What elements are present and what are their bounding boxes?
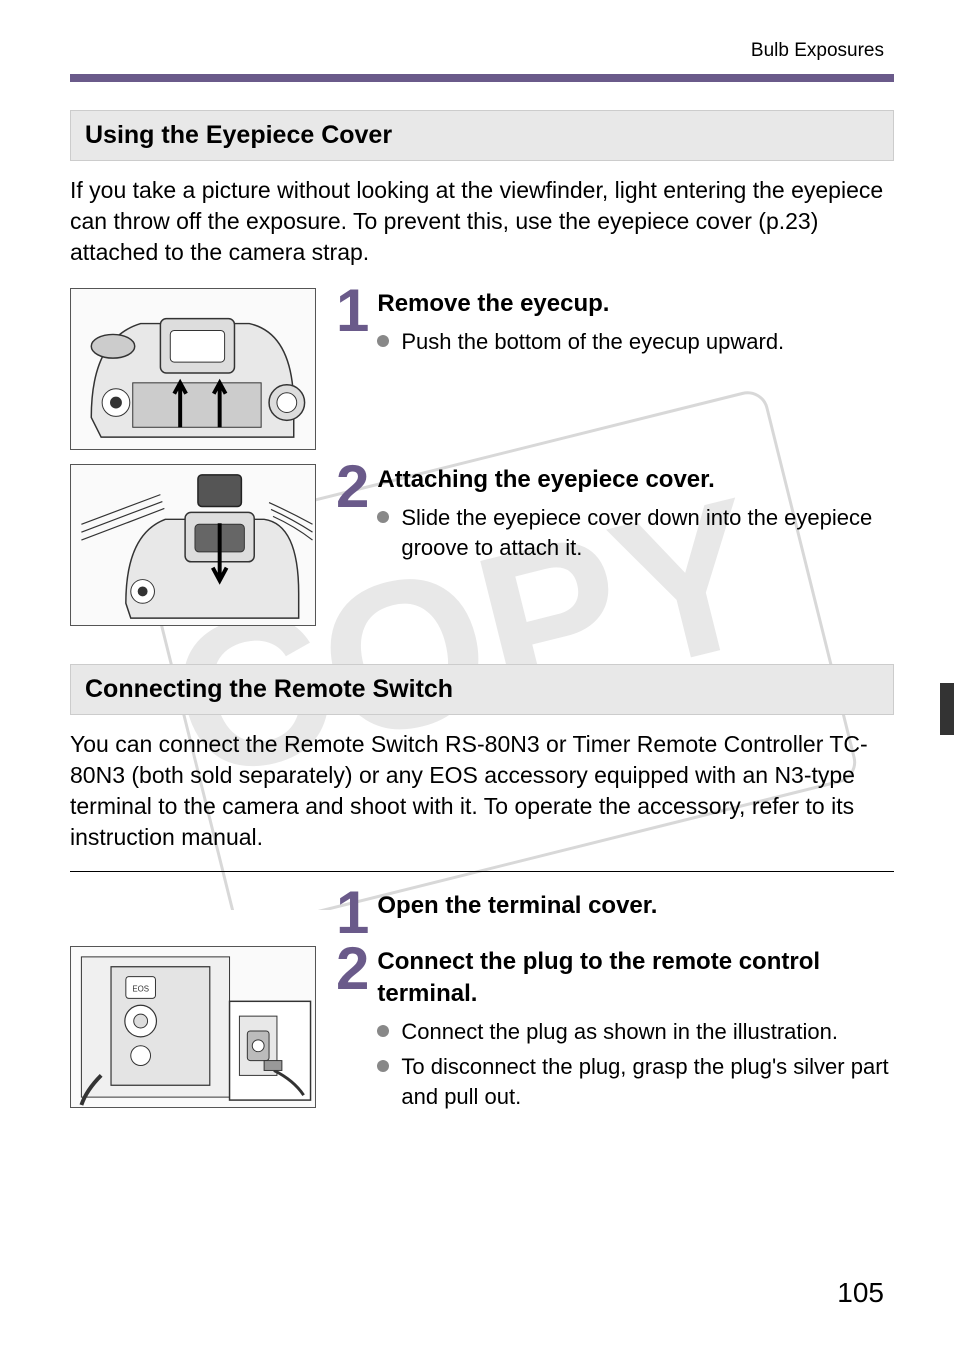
- illustration-attach-cover: [70, 464, 316, 626]
- page-number: 105: [837, 1277, 884, 1309]
- bullet-text: Slide the eyepiece cover down into the e…: [401, 503, 894, 562]
- step-number: 2: [336, 942, 369, 996]
- step-number: 1: [336, 886, 369, 940]
- step-number: 2: [336, 460, 369, 514]
- step-row: 2 Attaching the eyepiece cover. Slide th…: [70, 464, 894, 626]
- bullet-dot-icon: [377, 511, 389, 523]
- step-row: EOS 2 Connect the plug to the remote con…: [70, 946, 894, 1117]
- step-heading: Attaching the eyepiece cover.: [377, 464, 894, 495]
- bullet-dot-icon: [377, 335, 389, 347]
- illustration-connect-plug: EOS: [70, 946, 316, 1108]
- step-heading: Connect the plug to the remote control t…: [377, 946, 894, 1008]
- section2-intro: You can connect the Remote Switch RS-80N…: [70, 729, 894, 872]
- section-title-remote: Connecting the Remote Switch: [70, 664, 894, 715]
- illustration-remove-eyecup: [70, 288, 316, 450]
- bullet-text: To disconnect the plug, grasp the plug's…: [401, 1052, 894, 1111]
- bullet-dot-icon: [377, 1060, 389, 1072]
- step-number: 1: [336, 284, 369, 338]
- step-heading: Remove the eyecup.: [377, 288, 894, 319]
- bullet-item: Push the bottom of the eyecup upward.: [377, 327, 894, 357]
- section-title-eyepiece: Using the Eyepiece Cover: [70, 110, 894, 161]
- bullet-text: Push the bottom of the eyecup upward.: [401, 327, 784, 357]
- header-breadcrumb: Bulb Exposures: [70, 40, 894, 62]
- step-heading: Open the terminal cover.: [377, 890, 894, 921]
- header-divider-bar: [70, 74, 894, 82]
- bullet-text: Connect the plug as shown in the illustr…: [401, 1017, 838, 1047]
- bullet-item: To disconnect the plug, grasp the plug's…: [377, 1052, 894, 1111]
- bullet-dot-icon: [377, 1025, 389, 1037]
- step-row: 1 Remove the eyecup. Push the bottom of …: [70, 288, 894, 450]
- bullet-item: Connect the plug as shown in the illustr…: [377, 1017, 894, 1047]
- section1-intro: If you take a picture without looking at…: [70, 175, 894, 268]
- svg-text:EOS: EOS: [132, 985, 149, 994]
- step-row: 1 Open the terminal cover.: [70, 890, 894, 940]
- bullet-item: Slide the eyepiece cover down into the e…: [377, 503, 894, 562]
